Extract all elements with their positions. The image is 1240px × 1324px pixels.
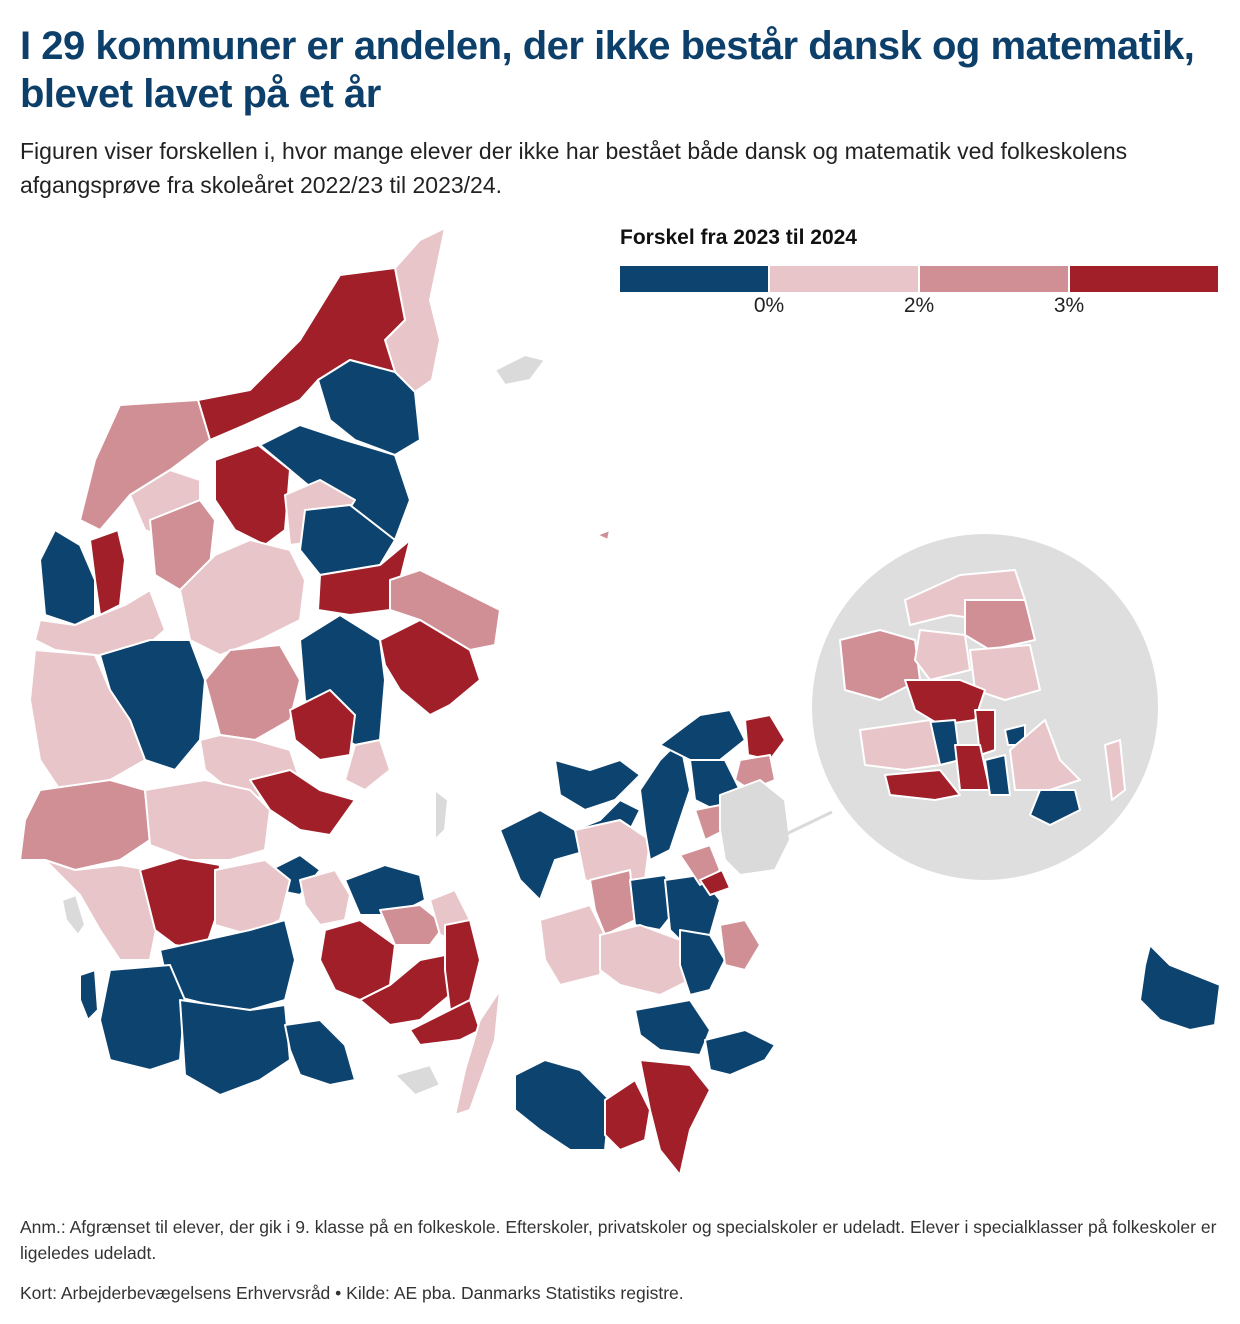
region-silkeborg	[204, 644, 301, 741]
region-kerteminde	[379, 904, 446, 946]
inset-region-8	[974, 709, 996, 756]
region-helsingor	[744, 714, 786, 761]
legend-swatch-high	[1070, 266, 1218, 292]
region-frederikssund	[639, 739, 691, 861]
region-esbjerg	[44, 859, 161, 961]
inset-region-14	[1009, 719, 1081, 791]
region-fano	[61, 894, 86, 936]
region-nordfyn	[344, 864, 426, 916]
region-mon	[704, 1029, 776, 1076]
legend: Forskel fra 2023 til 2024 0% 2% 3%	[620, 226, 1220, 326]
region-holstebro	[34, 589, 166, 661]
inset-region-4	[914, 629, 971, 681]
legend-title: Forskel fra 2023 til 2024	[620, 226, 857, 249]
region-ringkobing	[29, 649, 146, 791]
legend-swatch-negative	[620, 266, 770, 292]
region-lolland	[514, 1059, 611, 1151]
region-vejle	[144, 779, 271, 861]
inset-region-2	[964, 599, 1036, 651]
region-skanderborg	[344, 739, 391, 791]
region-vordingborg	[634, 999, 711, 1056]
region-sonderborg	[284, 1019, 356, 1086]
region-langeland	[454, 989, 501, 1116]
inset-connector	[777, 810, 833, 840]
region-haderslev	[159, 919, 296, 1011]
region-middelfart	[299, 869, 351, 926]
region-kalundborg	[554, 759, 641, 811]
region-falster	[639, 1059, 711, 1176]
legend-swatch-low	[770, 266, 920, 292]
region-hesselo	[596, 529, 611, 541]
region-kolding	[214, 859, 291, 936]
region-nyborg	[444, 919, 481, 1011]
legend-bar	[620, 266, 1218, 292]
legend-tick-0: 0%	[753, 294, 785, 317]
inset-region-13	[884, 769, 961, 801]
region-vejen	[139, 857, 221, 951]
region-naestved	[599, 924, 691, 996]
region-tonder	[99, 964, 186, 1071]
region-faxe	[679, 929, 726, 996]
region-varde	[19, 779, 151, 871]
region-aarhus	[289, 689, 356, 761]
region-greve	[699, 869, 731, 896]
region-aero	[394, 1064, 441, 1096]
region-romo	[79, 969, 99, 1021]
region-guldborgsund	[604, 1079, 651, 1151]
region-stevns	[719, 919, 761, 971]
region-aabenraa	[179, 999, 291, 1096]
legend-tick-3: 3%	[1053, 294, 1085, 317]
inset-region-12	[984, 754, 1011, 796]
inset-region-5	[969, 644, 1041, 701]
inset-region-15	[1029, 789, 1081, 826]
region-horsens	[249, 769, 356, 836]
denmark-municipality-map	[19, 227, 1221, 1176]
region-viborg	[179, 539, 306, 656]
region-laeso	[494, 354, 546, 386]
chart-title: I 29 kommuner er andelen, der ikke bestå…	[20, 24, 1195, 116]
inset-region-16	[1104, 739, 1126, 801]
source-line: Kort: Arbejderbevægelsens Erhvervsråd • …	[20, 1283, 684, 1303]
region-samso	[434, 789, 449, 841]
region-soro	[589, 869, 636, 936]
inset-region-10	[859, 719, 941, 771]
footnote: Anm.: Afgrænset til elever, der gik i 9.…	[20, 1217, 1217, 1263]
region-bornholm	[1139, 944, 1221, 1031]
legend-swatch-mid	[920, 266, 1070, 292]
inset-region-6	[904, 679, 986, 726]
region-aalborg	[259, 424, 411, 541]
region-norddjurs	[389, 569, 501, 651]
region-vesthimmerland	[214, 444, 291, 546]
region-bronderslev	[317, 359, 421, 456]
legend-tick-2: 2%	[903, 294, 935, 317]
chart-subtitle: Figuren viser forskellen i, hvor mange e…	[20, 138, 1128, 198]
region-lemvig	[39, 529, 96, 626]
region-slagelse	[539, 904, 606, 986]
region-kobenhavn-area	[719, 779, 791, 876]
region-syddjurs	[379, 619, 481, 716]
footer: Anm.: Afgrænset til elever, der gik i 9.…	[20, 1214, 1220, 1306]
